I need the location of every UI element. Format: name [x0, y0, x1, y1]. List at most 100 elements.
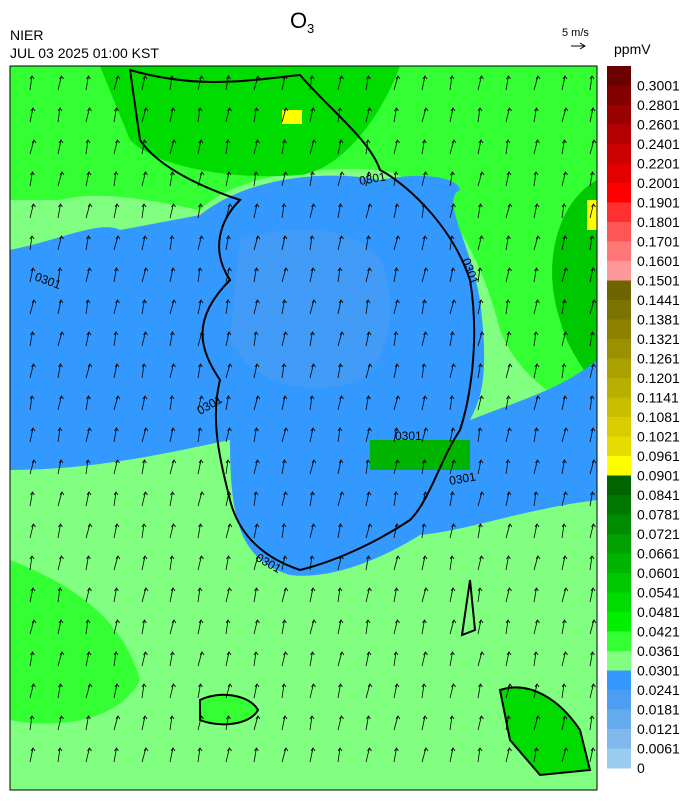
arrow-head — [114, 523, 120, 528]
arrow-head — [395, 299, 400, 304]
arrow-head — [58, 523, 63, 528]
arrow-shaft — [365, 459, 369, 475]
wind-arrow — [169, 139, 177, 155]
arrow-shaft — [85, 459, 89, 475]
arrow-shaft — [337, 363, 341, 379]
arrow-head — [591, 203, 596, 208]
arrow-shaft — [533, 235, 539, 251]
wind-arrow — [253, 555, 261, 571]
wind-arrow — [57, 651, 65, 667]
colorbar-label: 0.1701 — [637, 234, 680, 250]
wind-arrow — [113, 587, 119, 603]
wind-arrow — [421, 555, 428, 571]
wind-arrow — [533, 491, 539, 507]
wind-arrow — [225, 491, 232, 507]
wind-arrow — [533, 139, 540, 155]
arrow-shaft — [253, 651, 257, 667]
wind-arrow — [449, 683, 456, 699]
arrow-head — [169, 715, 175, 720]
arrow-head — [199, 491, 205, 496]
arrow-head — [534, 267, 539, 272]
wind-arrow — [141, 363, 147, 379]
arrow-head — [283, 651, 288, 656]
colorbar-segment — [607, 651, 631, 671]
wind-arrow — [169, 459, 177, 475]
arrow-shaft — [449, 267, 454, 283]
arrow-head — [534, 427, 539, 432]
colorbar-segment — [607, 378, 631, 398]
arrow-shaft — [309, 651, 313, 667]
arrow-head — [506, 651, 512, 656]
arrow-head — [449, 555, 455, 560]
arrow-head — [479, 395, 484, 400]
arrow-head — [422, 715, 428, 720]
wind-arrow — [449, 203, 456, 219]
arrow-head — [451, 619, 457, 624]
arrow-head — [422, 619, 427, 624]
colorbar-segment — [607, 222, 631, 242]
arrow-shaft — [449, 203, 454, 219]
arrow-shaft — [421, 715, 426, 731]
arrow-shaft — [85, 363, 91, 379]
wind-arrow — [169, 299, 177, 315]
arrow-head — [197, 587, 203, 592]
wind-arrow — [85, 395, 91, 411]
arrow-shaft — [561, 107, 567, 123]
arrow-head — [85, 139, 91, 144]
wind-arrow — [141, 747, 149, 763]
arrow-shaft — [85, 555, 89, 571]
arrow-head — [142, 619, 147, 624]
arrow-shaft — [309, 587, 314, 603]
arrow-head — [534, 747, 539, 752]
wind-arrow — [589, 651, 595, 667]
arrow-head — [113, 651, 119, 656]
arrow-head — [281, 203, 287, 208]
arrow-shaft — [197, 203, 201, 219]
arrow-head — [57, 427, 63, 432]
arrow-head — [506, 171, 512, 176]
arrow-shaft — [365, 363, 371, 379]
arrow-shaft — [337, 75, 342, 91]
arrow-shaft — [169, 235, 173, 251]
wind-arrow — [113, 299, 120, 315]
arrow-shaft — [141, 107, 147, 123]
wind-arrow — [169, 235, 175, 251]
colorbar-segment — [607, 475, 631, 496]
wind-arrow — [197, 235, 204, 251]
arrow-shaft — [281, 139, 285, 155]
wind-arrow — [197, 363, 203, 379]
arrow-head — [86, 395, 91, 400]
arrow-head — [534, 683, 540, 688]
arrow-shaft — [57, 267, 61, 283]
arrow-head — [57, 107, 63, 112]
arrow-shaft — [57, 427, 61, 443]
wind-arrow — [561, 299, 567, 315]
wind-arrow — [393, 587, 399, 603]
wind-arrow — [253, 171, 259, 187]
arrow-head — [591, 523, 596, 528]
arrow-shaft — [477, 619, 482, 635]
wind-arrow — [505, 651, 512, 667]
wind-arrow — [393, 491, 399, 507]
colorbar-label: 0.1381 — [637, 312, 680, 328]
arrow-shaft — [505, 491, 510, 507]
arrow-head — [171, 299, 177, 304]
colorbar-segment — [607, 417, 631, 437]
arrow-shaft — [505, 395, 509, 411]
arrow-head — [171, 523, 176, 528]
colorbar-label: 0.1321 — [637, 331, 680, 347]
colorbar-segment — [607, 456, 631, 476]
arrow-shaft — [225, 523, 231, 539]
wind-arrow — [281, 683, 287, 699]
arrow-shaft — [365, 171, 370, 187]
title: O — [290, 8, 307, 33]
arrow-head — [339, 171, 345, 176]
map-frame — [9, 65, 598, 791]
arrow-shaft — [57, 299, 62, 315]
wind-arrow — [589, 75, 595, 91]
arrow-head — [281, 363, 287, 368]
arrow-head — [534, 203, 540, 208]
arrow-head — [57, 747, 63, 752]
arrow-shaft — [113, 587, 117, 603]
arrow-shaft — [169, 299, 175, 315]
